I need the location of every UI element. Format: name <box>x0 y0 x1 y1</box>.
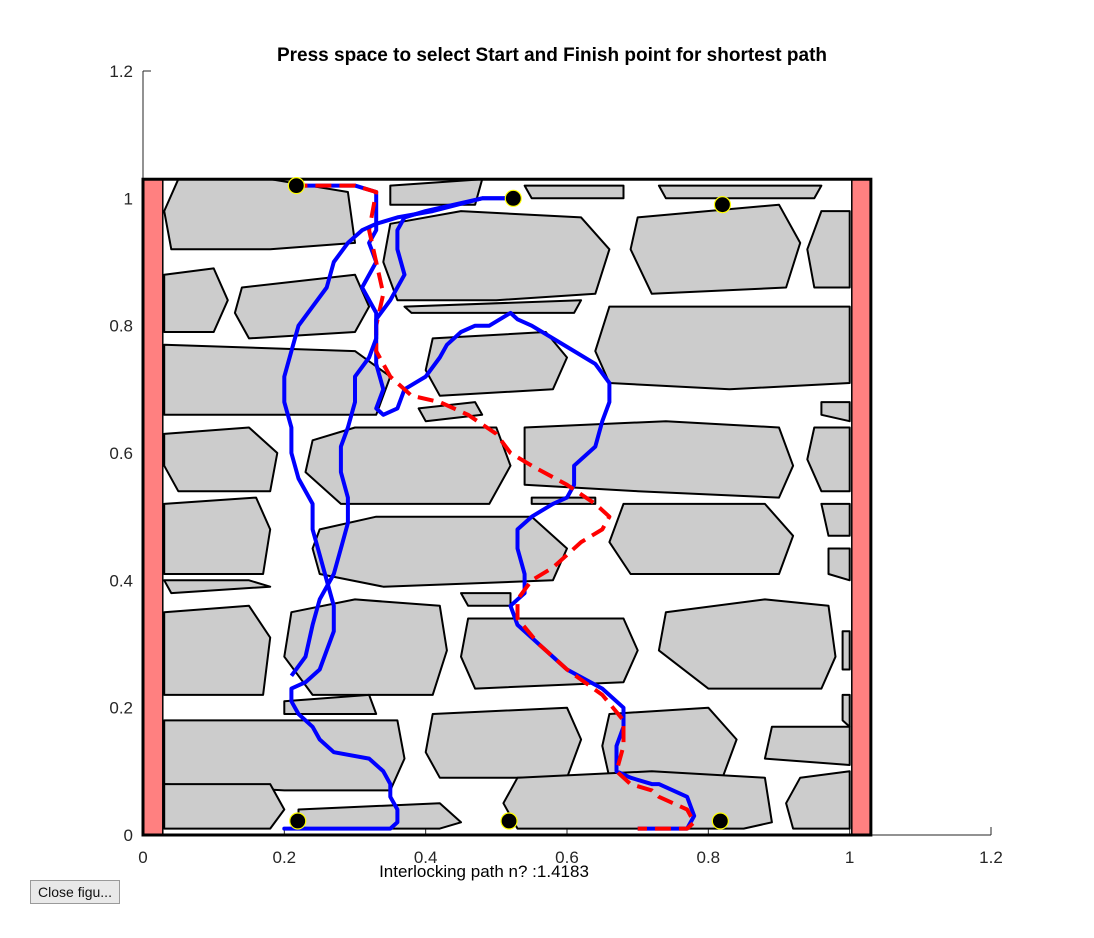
path-endpoint-marker <box>504 189 522 207</box>
stone <box>594 305 851 391</box>
x-tick-label: 0.6 <box>555 848 579 867</box>
series-layer <box>282 183 697 831</box>
stone <box>163 267 229 333</box>
chart-title: Press space to select Start and Finish p… <box>277 45 827 66</box>
x-tick-label: 0 <box>138 848 147 867</box>
path-endpoint-marker <box>711 812 729 830</box>
stone <box>523 184 625 200</box>
stone <box>283 693 378 715</box>
boundary-strip <box>142 178 164 836</box>
stone <box>806 210 851 289</box>
x-tick-label: 0.2 <box>273 848 297 867</box>
stone <box>785 770 851 830</box>
y-tick-label: 0 <box>124 826 133 845</box>
stone <box>417 401 484 423</box>
stone <box>163 178 356 251</box>
stone <box>403 299 583 314</box>
stone <box>657 184 823 200</box>
stone <box>820 502 851 537</box>
path-endpoint-marker <box>287 177 305 195</box>
stone <box>163 343 392 416</box>
path-endpoint-marker <box>289 812 307 830</box>
stone <box>283 598 448 696</box>
close-figure-button[interactable]: Close figu... <box>30 880 120 904</box>
stone <box>460 592 512 607</box>
y-tick-label: 0.6 <box>109 444 133 463</box>
stone <box>806 426 851 493</box>
points-layer <box>287 177 732 830</box>
stone <box>424 331 568 397</box>
stone <box>629 203 802 295</box>
stones-layer <box>163 178 851 830</box>
x-tick-label: 1 <box>845 848 854 867</box>
stone <box>502 770 773 830</box>
stone <box>163 579 272 595</box>
stone <box>657 598 837 690</box>
x-tick-label: 1.2 <box>979 848 1003 867</box>
stone <box>608 502 795 575</box>
y-tick-label: 0.4 <box>109 571 133 590</box>
stone <box>311 515 568 588</box>
shortest-path-dashed <box>291 183 697 831</box>
crack-path <box>282 196 511 831</box>
y-tick-label: 1.2 <box>109 62 133 81</box>
stone <box>424 706 583 779</box>
x-axis-label: Interlocking path n? :1.4183 <box>379 862 589 881</box>
stone <box>233 273 371 340</box>
crack-path <box>291 183 697 831</box>
tick-labels: 0 0.2 0.4 0.6 0.8 1 1.2 0 0.2 0.4 0.6 0.8 1 1.2 <box>109 62 1002 867</box>
stone <box>382 210 611 302</box>
stone <box>820 401 851 423</box>
stone <box>163 496 272 575</box>
stone <box>841 630 851 671</box>
stone <box>389 178 484 206</box>
stone <box>163 604 272 696</box>
stone <box>827 547 851 582</box>
path-endpoint-marker <box>500 812 518 830</box>
y-tick-label: 1 <box>124 189 133 208</box>
specimen-frame <box>141 177 873 837</box>
crack-path <box>289 196 511 677</box>
x-tick-label: 0.8 <box>697 848 721 867</box>
stone <box>163 719 406 792</box>
stone <box>297 802 462 830</box>
stone <box>763 725 851 766</box>
boundary-layer <box>142 178 872 836</box>
y-tick-label: 0.2 <box>109 699 133 718</box>
boundary-strip <box>851 178 872 836</box>
stone <box>841 693 851 728</box>
y-tick-label: 0.8 <box>109 317 133 336</box>
frame-layer <box>141 177 873 837</box>
stone <box>523 420 795 499</box>
path-endpoint-marker <box>713 196 732 214</box>
stone <box>304 426 512 505</box>
stone <box>163 426 279 493</box>
stone <box>163 783 286 830</box>
x-tick-label: 0.4 <box>414 848 438 867</box>
